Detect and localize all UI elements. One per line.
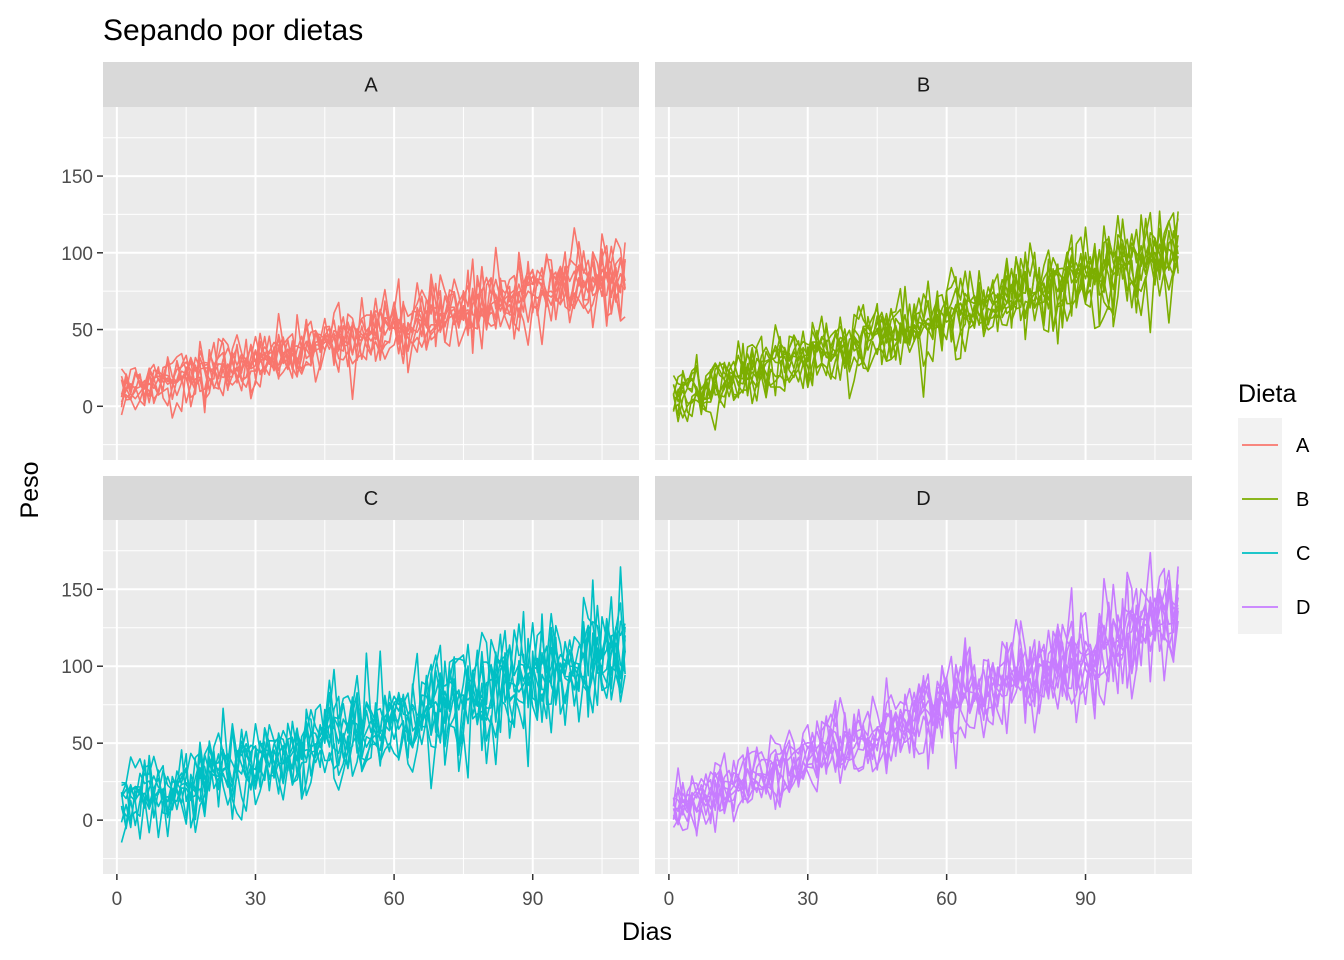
facet-strip-label: C bbox=[364, 488, 378, 510]
y-tick-label: 150 bbox=[61, 580, 93, 601]
series-line-a-9 bbox=[120, 260, 626, 405]
series-line-d-10 bbox=[672, 587, 1179, 825]
legend: Dieta A B C D bbox=[1238, 380, 1310, 634]
chart-title: Sepando por dietas bbox=[103, 14, 363, 47]
series-line-a-7 bbox=[120, 227, 626, 411]
facet-panels: A 0 50 100 150 B C 0 50 100 150 0 30 60 90 D 0 30 60 90 bbox=[61, 62, 1192, 910]
x-tick-label: 90 bbox=[522, 889, 543, 910]
legend-label-a: A bbox=[1296, 435, 1310, 457]
facet-strip-label: B bbox=[917, 75, 930, 97]
x-tick-label: 30 bbox=[245, 889, 266, 910]
series-line-c-7 bbox=[120, 596, 626, 811]
panel-background bbox=[103, 520, 639, 874]
x-tick-label: 60 bbox=[384, 889, 405, 910]
x-tick-label: 0 bbox=[112, 889, 123, 910]
facet-b: B bbox=[655, 62, 1192, 460]
x-axis-title: Dias bbox=[622, 918, 672, 946]
y-tick-label: 0 bbox=[82, 811, 93, 832]
x-tick-label: 90 bbox=[1075, 889, 1096, 910]
y-tick-label: 100 bbox=[61, 657, 93, 678]
series-line-a-10 bbox=[120, 246, 626, 416]
y-tick-label: 0 bbox=[82, 397, 93, 418]
x-tick-label: 60 bbox=[936, 889, 957, 910]
facet-d: D 0 30 60 90 bbox=[655, 476, 1192, 910]
series-line-c-10 bbox=[120, 620, 626, 818]
facet-strip bbox=[655, 62, 1192, 107]
facet-strip bbox=[103, 476, 639, 520]
y-tick-label: 50 bbox=[72, 734, 93, 755]
legend-label-b: B bbox=[1296, 489, 1309, 511]
facet-strip bbox=[655, 476, 1192, 520]
series-line-c-3 bbox=[120, 624, 626, 834]
series-line-b-8 bbox=[673, 237, 1179, 412]
legend-label-d: D bbox=[1296, 597, 1310, 619]
legend-title: Dieta bbox=[1238, 380, 1296, 408]
facet-strip-label: D bbox=[916, 488, 930, 510]
series-line-b-6 bbox=[672, 211, 1179, 417]
y-tick-label: 150 bbox=[61, 167, 93, 188]
series-line-b-10 bbox=[672, 211, 1179, 431]
facet-strip bbox=[103, 62, 639, 107]
legend-label-c: C bbox=[1296, 543, 1310, 565]
facet-strip-label: A bbox=[364, 75, 378, 97]
x-tick-label: 0 bbox=[664, 889, 675, 910]
y-tick-label: 100 bbox=[61, 244, 93, 265]
series-line-d-9 bbox=[672, 577, 1179, 833]
y-tick-label: 50 bbox=[72, 321, 93, 342]
facet-a: A 0 50 100 150 bbox=[61, 62, 639, 460]
series-line-d-8 bbox=[673, 566, 1179, 834]
series-line-b-9 bbox=[672, 235, 1179, 423]
y-axis-title: Peso bbox=[16, 462, 44, 519]
x-tick-label: 30 bbox=[797, 889, 818, 910]
facet-c: C 0 50 100 150 0 30 60 90 bbox=[61, 476, 639, 910]
